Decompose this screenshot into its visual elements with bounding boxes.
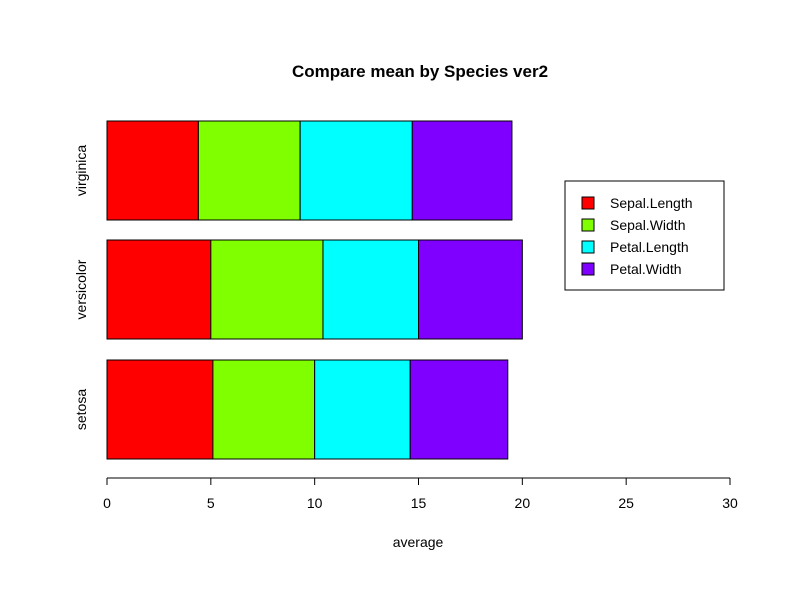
x-tick-label: 0 [103,495,111,511]
legend-swatch [581,240,595,254]
x-tick-label: 5 [207,495,215,511]
y-axis: setosa versicolor virginica [73,145,89,431]
bar-segment-virginica-sepal-width [197,120,301,221]
bar-segment-versicolor-sepal-length [106,239,212,340]
bar-segment-setosa-sepal-width [212,359,316,460]
x-tick-label: 20 [515,495,531,511]
y-category-label: setosa [73,389,89,430]
y-category-label: versicolor [73,259,89,319]
bar-segment-setosa-sepal-length [106,359,214,460]
legend-swatch [581,196,595,210]
bar-segment-virginica-petal-length [299,120,413,221]
x-tick-label: 30 [722,495,738,511]
chart-title: Compare mean by Species ver2 [292,62,548,81]
x-axis-label: average [393,534,444,550]
legend-swatch [581,218,595,232]
legend: Sepal.Length Sepal.Width Petal.Length Petal… [564,180,725,291]
bar-segment-versicolor-petal-width [418,239,523,340]
bar-segment-versicolor-sepal-width [210,239,324,340]
legend-label: Petal.Length [610,239,689,255]
legend-label: Sepal.Width [610,217,685,233]
x-tick-label: 25 [618,495,634,511]
bar-segment-setosa-petal-width [409,359,509,460]
bar-segment-virginica-sepal-length [106,120,199,221]
bar-segment-versicolor-petal-length [322,239,419,340]
legend-swatch [581,262,595,276]
x-tick-label: 15 [411,495,427,511]
legend-label: Petal.Width [610,261,682,277]
bar-segment-setosa-petal-length [314,359,411,460]
x-tick-label: 10 [307,495,323,511]
legend-label: Sepal.Length [610,195,693,211]
bar-segment-virginica-petal-width [411,120,513,221]
x-axis: 0 5 10 15 20 25 30 [103,477,738,511]
bars-group [106,120,523,460]
y-category-label: virginica [73,145,89,197]
